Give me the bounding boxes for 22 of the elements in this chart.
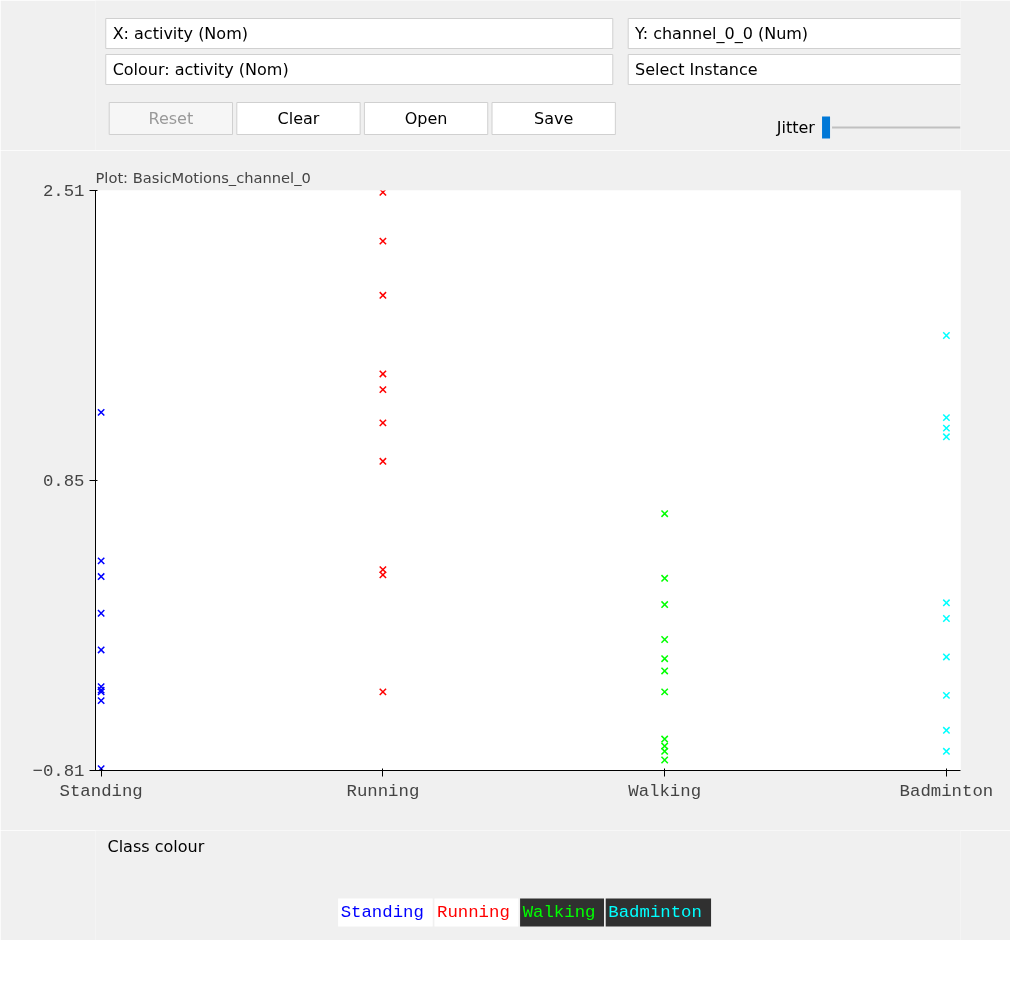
x-tick-label: Badminton (899, 781, 994, 801)
x-tick-label: Running (346, 781, 420, 801)
legend-title: Class colour (107, 837, 205, 856)
text: Save (534, 109, 574, 128)
text: Badminton (608, 903, 702, 922)
text: Reset (148, 109, 194, 128)
chart-title: Plot: BasicMotions_channel_0 (95, 168, 311, 186)
text: X: activity (Nom) (112, 24, 248, 43)
y-tick-label: −0.81 (32, 762, 85, 781)
y-tick-label: 0.85 (42, 472, 85, 491)
text: Walking (522, 903, 596, 922)
y-tick-label: 2.51 (42, 182, 85, 201)
text: Running (437, 903, 510, 922)
text: Standing (340, 903, 424, 922)
x-tick-label: Walking (628, 781, 702, 801)
text: Jitter (775, 118, 816, 137)
text: Select Instance (635, 60, 758, 79)
text: Y: channel_0_0 (Num) (634, 24, 809, 44)
text: Colour: activity (Nom) (112, 60, 289, 79)
text: Clear (277, 109, 320, 128)
text: Open (404, 109, 448, 128)
x-tick-label: Standing (59, 781, 143, 801)
